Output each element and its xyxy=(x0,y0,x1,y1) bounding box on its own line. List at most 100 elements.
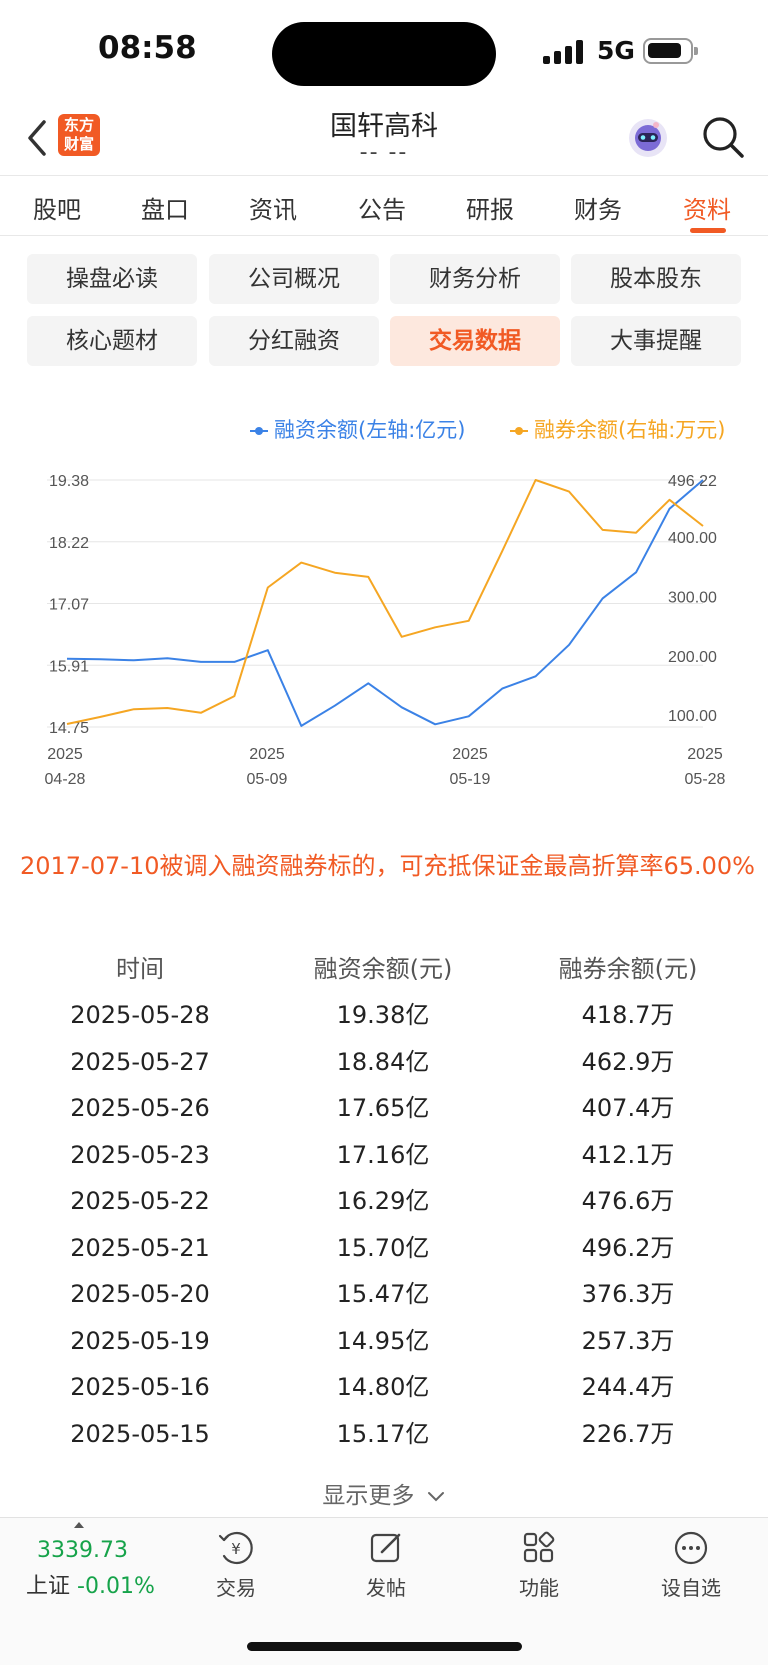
subtab-trading-essentials[interactable]: 操盘必读 xyxy=(27,254,197,304)
table-row: 2025-05-19 14.95亿 257.3万 xyxy=(0,1318,768,1364)
right-axis-tick: 400.00 xyxy=(668,530,717,547)
subtab-trading-data[interactable]: 交易数据 xyxy=(390,316,560,366)
row-short-balance: 496.2万 xyxy=(581,1233,675,1262)
search-icon[interactable] xyxy=(700,114,746,160)
stock-price-placeholder: -- -- xyxy=(359,140,409,165)
more-dots-icon xyxy=(674,1531,708,1565)
subtab-financial-analysis[interactable]: 财务分析 xyxy=(390,254,560,304)
row-margin-balance: 17.16亿 xyxy=(336,1140,430,1169)
row-date: 2025-05-28 xyxy=(70,1001,210,1029)
left-axis-tick: 14.75 xyxy=(49,720,89,737)
row-short-balance: 418.7万 xyxy=(581,1001,675,1029)
robot-assistant-icon[interactable] xyxy=(626,116,670,160)
x-axis-year: 2025 xyxy=(47,746,83,763)
right-axis-tick: 200.00 xyxy=(668,649,717,666)
nav-trade[interactable]: ¥ 交易 xyxy=(186,1528,286,1601)
right-axis-tick: 100.00 xyxy=(668,708,717,725)
x-axis-date: 04-28 xyxy=(45,771,86,788)
index-value[interactable]: 3339.73 xyxy=(37,1538,128,1563)
row-margin-balance: 15.47亿 xyxy=(336,1280,430,1308)
active-tab-indicator xyxy=(690,228,726,233)
dynamic-island xyxy=(272,22,496,86)
left-axis-tick: 17.07 xyxy=(49,597,89,614)
row-date: 2025-05-22 xyxy=(70,1187,210,1215)
main-tabs: 股吧 盘口 资讯 公告 研报 财务 资料 xyxy=(0,178,768,236)
status-bar: 08:58 5G xyxy=(0,0,768,104)
header-date: 时间 xyxy=(116,955,164,983)
app-logo: 东方 财富 xyxy=(58,114,100,156)
stock-name: 国轩高科 xyxy=(330,111,438,142)
tab-profile[interactable]: 资料 xyxy=(683,196,731,224)
row-short-balance: 257.3万 xyxy=(581,1326,675,1355)
row-short-balance: 476.6万 xyxy=(581,1187,675,1215)
legend-short-balance: 融券余额(右轴:万元) xyxy=(510,414,725,444)
table-row: 2025-05-22 16.29亿 476.6万 xyxy=(0,1178,768,1224)
row-margin-balance: 18.84亿 xyxy=(336,1047,430,1076)
show-more-button[interactable]: 显示更多 xyxy=(0,1476,768,1510)
tab-pankou[interactable]: 盘口 xyxy=(141,196,189,224)
signal-icon xyxy=(543,40,585,64)
row-short-balance: 226.7万 xyxy=(581,1419,675,1448)
row-date: 2025-05-15 xyxy=(70,1419,210,1448)
row-date: 2025-05-21 xyxy=(70,1233,210,1262)
row-short-balance: 462.9万 xyxy=(581,1047,675,1076)
row-margin-balance: 14.95亿 xyxy=(336,1326,430,1355)
network-type: 5G xyxy=(597,36,635,65)
subtab-events[interactable]: 大事提醒 xyxy=(571,316,741,366)
legend-orange-marker xyxy=(510,427,528,435)
row-short-balance: 412.1万 xyxy=(581,1140,675,1169)
row-short-balance: 376.3万 xyxy=(581,1280,675,1308)
x-axis-date: 05-09 xyxy=(247,771,288,788)
left-axis-tick: 15.91 xyxy=(49,658,89,675)
row-margin-balance: 15.17亿 xyxy=(336,1419,430,1448)
table-row: 2025-05-16 14.80亿 244.4万 xyxy=(0,1364,768,1410)
row-margin-balance: 17.65亿 xyxy=(336,1094,430,1122)
table-row: 2025-05-27 18.84亿 462.9万 xyxy=(0,1039,768,1085)
header-margin-balance: 融资余额(元) xyxy=(313,955,453,983)
row-date: 2025-05-27 xyxy=(70,1047,210,1076)
back-arrow-icon[interactable] xyxy=(22,116,52,160)
nav-add-watchlist[interactable]: 设自选 xyxy=(641,1528,741,1601)
row-margin-balance: 16.29亿 xyxy=(336,1187,430,1215)
battery-icon xyxy=(643,38,698,64)
nav-post[interactable]: 发帖 xyxy=(336,1528,436,1601)
status-time: 08:58 xyxy=(98,30,197,66)
row-short-balance: 407.4万 xyxy=(581,1094,675,1122)
caret-up-icon xyxy=(74,1522,84,1528)
table-row: 2025-05-23 17.16亿 412.1万 xyxy=(0,1132,768,1178)
left-axis-tick: 18.22 xyxy=(49,535,89,552)
margin-trading-chart: 19.38 18.22 17.07 15.91 14.75 496.22 400.00 300… xyxy=(45,473,726,788)
subtab-dividends-financing[interactable]: 分红融资 xyxy=(209,316,379,366)
table-row: 2025-05-15 15.17亿 226.7万 xyxy=(0,1411,768,1457)
index-summary[interactable]: 上证 -0.01% xyxy=(26,1574,155,1599)
row-date: 2025-05-16 xyxy=(70,1373,210,1401)
tab-announcements[interactable]: 公告 xyxy=(358,196,406,224)
row-date: 2025-05-20 xyxy=(70,1280,210,1308)
tab-research[interactable]: 研报 xyxy=(466,196,514,224)
header-short-balance: 融券余额(元) xyxy=(558,955,698,983)
tab-finance[interactable]: 财务 xyxy=(574,196,622,224)
row-margin-balance: 19.38亿 xyxy=(336,1001,430,1029)
right-axis-tick: 300.00 xyxy=(668,589,717,606)
chevron-down-icon xyxy=(427,1491,444,1501)
apps-grid-icon xyxy=(523,1531,555,1563)
bottom-bar: 3339.73 上证 -0.01% ¥ 交易 发帖 功能 设自选 xyxy=(0,1517,768,1665)
svg-text:¥: ¥ xyxy=(231,1540,241,1558)
page-header: 东方 财富 国轩高科 -- -- xyxy=(0,104,768,176)
home-indicator xyxy=(247,1642,522,1651)
subtab-core-themes[interactable]: 核心题材 xyxy=(27,316,197,366)
tab-news[interactable]: 资讯 xyxy=(249,196,297,224)
edit-post-icon xyxy=(370,1533,401,1563)
row-margin-balance: 15.70亿 xyxy=(336,1233,430,1262)
subtab-shareholders[interactable]: 股本股东 xyxy=(571,254,741,304)
right-axis-tick: 496.22 xyxy=(668,473,717,490)
table-row: 2025-05-20 15.47亿 376.3万 xyxy=(0,1271,768,1317)
tab-guba[interactable]: 股吧 xyxy=(33,196,81,224)
nav-functions[interactable]: 功能 xyxy=(489,1528,589,1601)
trade-yuan-icon: ¥ xyxy=(218,1531,253,1565)
row-short-balance: 244.4万 xyxy=(581,1373,675,1401)
row-margin-balance: 14.80亿 xyxy=(336,1373,430,1401)
margin-eligibility-note: 2017-07-10被调入融资融券标的，可充抵保证金最高折算率65.00% xyxy=(20,852,755,880)
table-row: 2025-05-28 19.38亿 418.7万 xyxy=(0,992,768,1038)
subtab-company-overview[interactable]: 公司概况 xyxy=(209,254,379,304)
